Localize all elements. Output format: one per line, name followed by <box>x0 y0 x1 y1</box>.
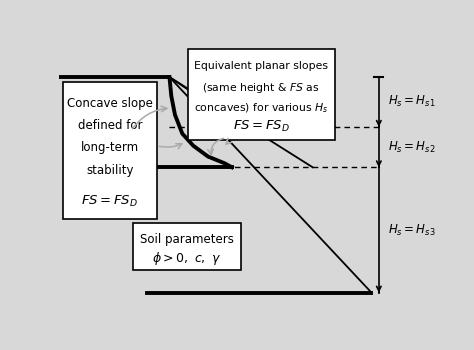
FancyBboxPatch shape <box>188 49 335 140</box>
Text: $H_s = H_{s3}$: $H_s = H_{s3}$ <box>388 223 436 238</box>
Text: $H_s = H_{s2}$: $H_s = H_{s2}$ <box>388 140 436 155</box>
Text: stability: stability <box>86 163 134 176</box>
Text: concaves) for various $H_s$: concaves) for various $H_s$ <box>194 101 328 115</box>
Text: defined for: defined for <box>78 119 142 132</box>
Text: $FS = FS_D$: $FS = FS_D$ <box>233 119 290 134</box>
FancyBboxPatch shape <box>63 83 156 218</box>
Text: Equivalent planar slopes: Equivalent planar slopes <box>194 61 328 71</box>
FancyBboxPatch shape <box>133 223 241 270</box>
Text: $FS = FS_D$: $FS = FS_D$ <box>81 194 138 209</box>
Text: (same height & $\mathit{FS}$ as: (same height & $\mathit{FS}$ as <box>202 81 320 95</box>
Text: Concave slope: Concave slope <box>67 97 153 110</box>
Text: Soil parameters: Soil parameters <box>140 233 234 246</box>
Text: $\phi > 0,\ c,\ \gamma$: $\phi > 0,\ c,\ \gamma$ <box>152 250 221 267</box>
Text: $H_s = H_{s1}$: $H_s = H_{s1}$ <box>388 94 436 110</box>
Text: long-term: long-term <box>81 141 139 154</box>
